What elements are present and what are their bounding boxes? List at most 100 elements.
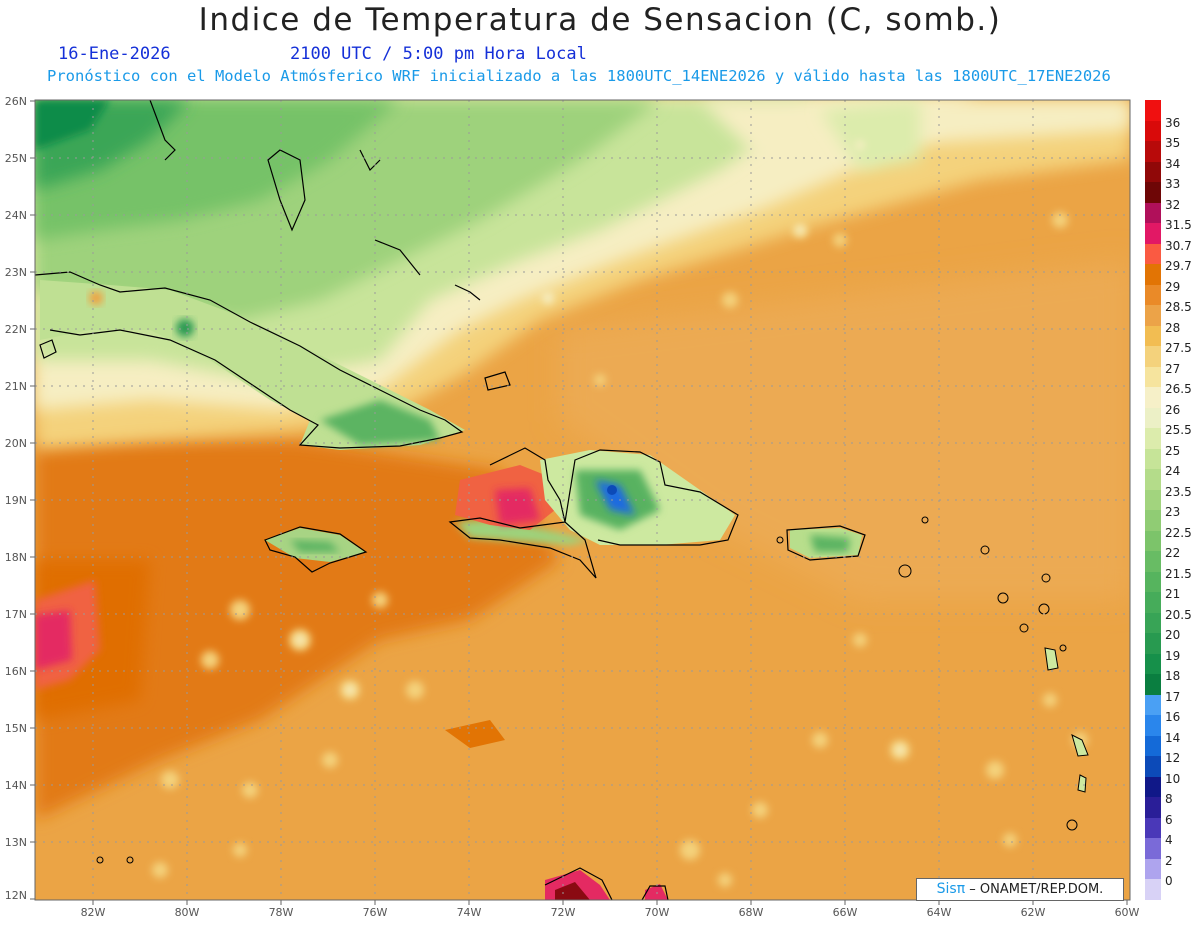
legend-swatch <box>1145 592 1161 614</box>
legend-swatch <box>1145 530 1161 552</box>
legend-swatch <box>1145 182 1161 204</box>
lat-label: 19N <box>5 494 27 507</box>
lon-label: 74W <box>457 906 482 919</box>
legend-swatch <box>1145 838 1161 860</box>
legend-label: 6 <box>1165 812 1173 827</box>
legend-label: 28 <box>1165 320 1181 335</box>
legend-swatch <box>1145 141 1161 163</box>
credit-text: – ONAMET/REP.DOM. <box>969 882 1104 897</box>
legend-swatch <box>1145 797 1161 819</box>
latitude-labels: 26N 25N 24N 23N 22N 21N 20N 19N 18N 17N … <box>5 95 27 902</box>
legend-swatch <box>1145 243 1161 265</box>
legend-label: 26 <box>1165 402 1181 417</box>
lat-label: 15N <box>5 722 27 735</box>
legend-swatch <box>1145 223 1161 245</box>
lon-label: 72W <box>551 906 576 919</box>
legend-label: 25 <box>1165 443 1181 458</box>
legend-swatch <box>1145 346 1161 368</box>
legend-swatch <box>1145 100 1161 121</box>
lat-label: 25N <box>5 152 27 165</box>
legend-label: 25.5 <box>1165 423 1192 438</box>
legend-label: 17 <box>1165 689 1181 704</box>
legend-swatch <box>1145 756 1161 778</box>
legend-label: 27.5 <box>1165 341 1192 356</box>
legend-swatch <box>1145 551 1161 573</box>
lat-label: 22N <box>5 323 27 336</box>
lat-label: 16N <box>5 665 27 678</box>
lon-label: 64W <box>927 906 952 919</box>
legend-swatch <box>1145 735 1161 757</box>
lon-label: 60W <box>1115 906 1140 919</box>
legend-swatch <box>1145 879 1161 901</box>
legend-swatch <box>1145 653 1161 675</box>
legend-swatch <box>1145 120 1161 142</box>
legend-label: 19 <box>1165 648 1181 663</box>
legend-swatch <box>1145 448 1161 470</box>
graticule <box>35 100 1130 900</box>
legend-label: 8 <box>1165 792 1173 807</box>
legend-swatch <box>1145 489 1161 511</box>
legend-swatch <box>1145 161 1161 183</box>
legend-label: 33 <box>1165 177 1181 192</box>
lat-label: 26N <box>5 95 27 108</box>
forecast-date: 16-Ene-2026 <box>58 44 171 64</box>
legend-label: 32 <box>1165 197 1181 212</box>
legend-label: 29.7 <box>1165 259 1192 274</box>
lat-label: 23N <box>5 266 27 279</box>
lon-label: 82W <box>81 906 106 919</box>
legend-swatch <box>1145 715 1161 737</box>
lat-label: 21N <box>5 380 27 393</box>
legend-swatch <box>1145 387 1161 409</box>
lat-label: 12N <box>5 889 27 902</box>
legend-label: 12 <box>1165 751 1181 766</box>
map-title: Indice de Temperatura de Sensacion (C, s… <box>198 2 1002 38</box>
legend-label: 23 <box>1165 505 1181 520</box>
longitude-labels: 82W 80W 78W 76W 74W 72W 70W 68W 66W 64W … <box>81 906 1140 919</box>
legend-label: 4 <box>1165 833 1173 848</box>
legend-label: 22.5 <box>1165 525 1192 540</box>
lon-label: 76W <box>363 906 388 919</box>
legend-swatch <box>1145 202 1161 224</box>
legend-label: 21.5 <box>1165 566 1192 581</box>
model-info: Pronóstico con el Modelo Atmósferico WRF… <box>47 67 1111 85</box>
legend-swatch <box>1145 633 1161 655</box>
coastlines <box>35 100 866 900</box>
lon-label: 68W <box>739 906 764 919</box>
lat-ticks <box>30 100 35 900</box>
credit-box: Sisπ – ONAMET/REP.DOM. <box>916 878 1124 901</box>
lon-label: 70W <box>645 906 670 919</box>
legend-label: 27 <box>1165 361 1181 376</box>
legend-label: 0 <box>1165 874 1173 889</box>
legend-swatch <box>1145 428 1161 450</box>
lat-label: 17N <box>5 608 27 621</box>
lat-label: 18N <box>5 551 27 564</box>
legend-label: 20 <box>1165 628 1181 643</box>
legend-swatch <box>1145 407 1161 429</box>
small-islands <box>96 516 1078 864</box>
legend-swatch <box>1145 694 1161 716</box>
lon-label: 62W <box>1021 906 1046 919</box>
legend-label: 18 <box>1165 669 1181 684</box>
legend-label: 20.5 <box>1165 607 1192 622</box>
legend-swatch <box>1145 674 1161 696</box>
legend-label: 23.5 <box>1165 484 1192 499</box>
legend-swatch <box>1145 469 1161 491</box>
legend-label: 36 <box>1165 115 1181 130</box>
lon-label: 66W <box>833 906 858 919</box>
legend-label: 29 <box>1165 279 1181 294</box>
legend-label: 34 <box>1165 156 1181 171</box>
lon-label: 78W <box>269 906 294 919</box>
legend-label: 30.7 <box>1165 238 1192 253</box>
legend-label: 21 <box>1165 587 1181 602</box>
credit-brand: Sisπ <box>936 881 966 897</box>
legend-label: 28.5 <box>1165 300 1192 315</box>
legend-label: 35 <box>1165 136 1181 151</box>
legend-swatch <box>1145 264 1161 286</box>
legend-swatch <box>1145 284 1161 306</box>
legend-label: 31.5 <box>1165 218 1192 233</box>
forecast-time: 2100 UTC / 5:00 pm Hora Local <box>290 44 587 64</box>
legend-label: 16 <box>1165 710 1181 725</box>
legend-label: 10 <box>1165 771 1181 786</box>
legend-swatch <box>1145 325 1161 347</box>
